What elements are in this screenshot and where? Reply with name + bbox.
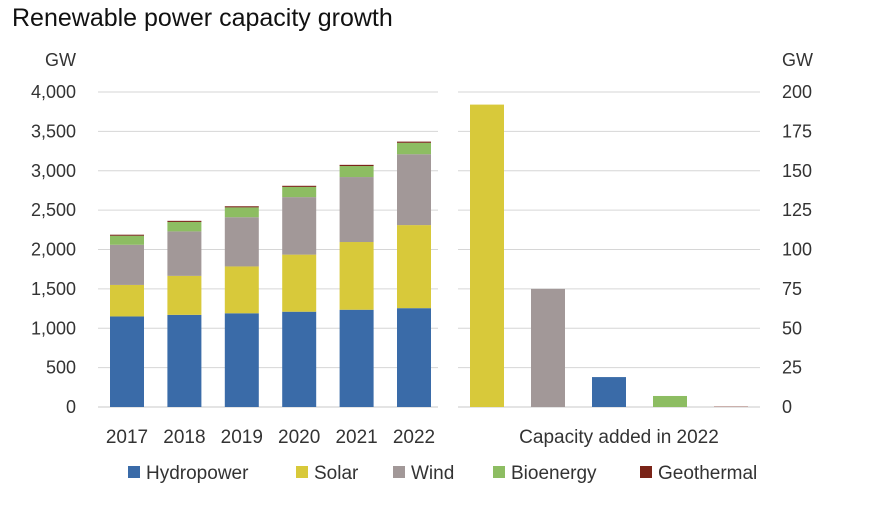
legend-label-hydropower: Hydropower [146, 463, 249, 484]
bar-2021-hydropower [339, 309, 374, 407]
bar-2018-solar [167, 275, 202, 315]
bar-2022-solar [397, 225, 431, 309]
legend-label-wind: Wind [411, 463, 454, 484]
bar-2017-geothermal [110, 234, 144, 236]
bar-2018-hydropower [167, 314, 202, 407]
bar-2020-bioenergy [282, 186, 317, 198]
right-y-tick-label: 200 [782, 82, 812, 102]
bar-2022-hydropower [397, 308, 431, 407]
left-y-tick-label: 1,500 [31, 279, 76, 299]
bar-added-bioenergy [653, 395, 687, 407]
legend-swatch-solar [296, 466, 308, 478]
bar-2019-hydropower [224, 313, 259, 407]
bar-2018-wind [167, 231, 202, 276]
left-y-unit-label: GW [45, 50, 76, 70]
right-y-tick-label: 0 [782, 397, 792, 417]
bar-2017-hydropower [110, 316, 144, 407]
bar-2018-geothermal [167, 220, 202, 222]
bar-added-hydropower [592, 377, 626, 407]
right-y-unit-label: GW [782, 50, 813, 70]
x-tick-label: 2019 [221, 427, 263, 448]
left-y-tick-label: 4,000 [31, 82, 76, 102]
x-tick-label: 2022 [393, 427, 435, 448]
bar-2019-solar [224, 266, 259, 314]
chart-title: Renewable power capacity growth [12, 4, 393, 32]
x-tick-label: 2018 [163, 427, 205, 448]
bar-2017-solar [110, 284, 144, 317]
bar-2022-bioenergy [397, 142, 431, 155]
bar-2020-solar [282, 254, 317, 312]
bar-2021-wind [339, 177, 374, 243]
legend-swatch-bioenergy [493, 466, 505, 478]
right-x-axis-label: Capacity added in 2022 [519, 427, 719, 448]
right-y-tick-label: 25 [782, 358, 802, 378]
bar-2017-bioenergy [110, 235, 144, 245]
right-y-tick-label: 125 [782, 200, 812, 220]
legend-label-bioenergy: Bioenergy [511, 463, 597, 484]
legend-swatch-hydropower [128, 466, 140, 478]
bar-2019-bioenergy [224, 207, 259, 218]
left-y-tick-label: 2,000 [31, 240, 76, 260]
legend-label-geothermal: Geothermal [658, 463, 757, 484]
x-tick-label: 2017 [106, 427, 148, 448]
left-y-tick-label: 2,500 [31, 200, 76, 220]
bar-2020-wind [282, 197, 317, 255]
left-y-tick-label: 0 [66, 397, 76, 417]
x-tick-label: 2020 [278, 427, 320, 448]
left-y-tick-label: 1,000 [31, 318, 76, 338]
x-tick-label: 2021 [335, 427, 377, 448]
bar-2019-wind [224, 217, 259, 267]
bar-2019-geothermal [224, 206, 259, 208]
right-y-tick-label: 100 [782, 240, 812, 260]
left-y-tick-label: 3,000 [31, 161, 76, 181]
legend-label-solar: Solar [314, 463, 359, 484]
left-y-tick-label: 500 [46, 358, 76, 378]
right-y-tick-label: 150 [782, 161, 812, 181]
bar-2021-geothermal [339, 164, 374, 167]
legend-swatch-wind [393, 466, 405, 478]
bar-2020-geothermal [282, 185, 317, 187]
right-y-tick-label: 50 [782, 318, 802, 338]
bar-2020-hydropower [282, 311, 317, 407]
bar-2018-bioenergy [167, 221, 202, 232]
left-y-tick-label: 3,500 [31, 121, 76, 141]
legend-swatch-geothermal [640, 466, 652, 478]
bar-added-solar [470, 104, 504, 407]
bar-2021-bioenergy [339, 166, 374, 178]
bar-2017-wind [110, 244, 144, 285]
bar-2021-solar [339, 242, 374, 310]
bar-2022-wind [397, 154, 431, 226]
bar-2022-geothermal [397, 141, 431, 143]
bar-added-wind [531, 288, 565, 407]
right-y-tick-label: 75 [782, 279, 802, 299]
right-y-tick-label: 175 [782, 121, 812, 141]
